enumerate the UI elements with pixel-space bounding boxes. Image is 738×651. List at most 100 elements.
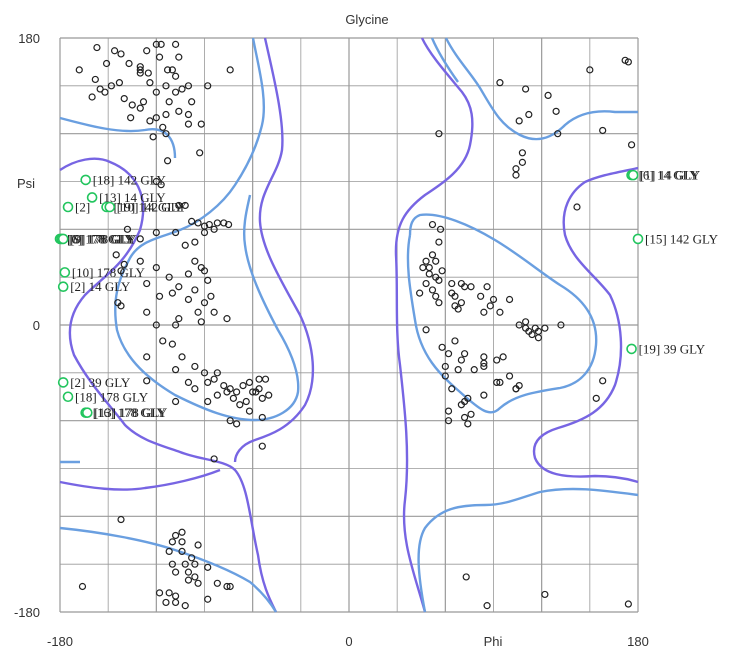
data-point: [416, 289, 424, 297]
data-point: [110, 47, 119, 55]
data-point: [107, 82, 115, 90]
data-point: [213, 219, 221, 227]
data-point: [464, 420, 472, 428]
data-point: [233, 388, 241, 396]
data-point: [152, 321, 160, 329]
contour-lines: [59, 37, 639, 613]
data-point: [213, 369, 221, 377]
data-point: [136, 66, 144, 74]
data-point: [496, 378, 504, 386]
data-point: [435, 276, 443, 284]
data-point: [117, 515, 125, 524]
data-point: [522, 85, 530, 93]
data-point: [139, 98, 148, 106]
outlier-label: [10] 178 GLY: [72, 265, 146, 280]
data-point: [191, 257, 199, 265]
data-point: [425, 270, 433, 278]
data-point: [210, 308, 218, 316]
data-point: [223, 388, 231, 396]
data-point: [117, 302, 125, 310]
y-tick-label: 180: [18, 31, 40, 46]
data-point: [188, 217, 196, 225]
data-point: [75, 66, 83, 74]
data-point: [152, 114, 160, 122]
data-point: [184, 576, 193, 584]
outlier-point: [57, 233, 69, 245]
data-point: [245, 407, 254, 415]
data-point: [172, 88, 180, 96]
outlier-point: [86, 192, 98, 203]
data-point: [117, 50, 125, 58]
data-point: [172, 321, 180, 329]
data-point: [93, 43, 101, 52]
data-point: [467, 410, 475, 418]
data-point: [544, 91, 552, 100]
data-point: [422, 257, 430, 265]
data-point: [552, 107, 560, 115]
data-point: [172, 72, 180, 80]
data-point: [245, 378, 254, 386]
data-point: [586, 66, 594, 74]
data-point: [200, 299, 209, 307]
data-point: [624, 58, 632, 66]
data-point: [428, 286, 437, 294]
data-point: [91, 75, 99, 84]
data-point: [152, 40, 160, 48]
outlier-label: [18] 142 GLY: [93, 172, 167, 187]
data-point: [428, 251, 437, 259]
data-point: [136, 235, 144, 243]
data-point: [159, 123, 167, 131]
data-point: [483, 283, 491, 291]
data-point: [184, 568, 193, 576]
x-tick-label: -180: [47, 634, 73, 649]
favored-contour: [59, 116, 177, 159]
data-point: [515, 321, 523, 329]
outlier-point: [80, 174, 91, 186]
data-point: [196, 149, 204, 157]
favored-contour: [444, 37, 638, 141]
data-point: [175, 107, 183, 115]
data-point: [249, 388, 257, 396]
data-point: [172, 366, 180, 374]
data-point: [422, 279, 430, 288]
data-point: [165, 98, 173, 106]
data-point: [168, 289, 176, 297]
data-point: [435, 130, 443, 138]
data-point: [165, 273, 173, 281]
data-point: [461, 350, 469, 358]
data-point: [210, 225, 218, 233]
data-point: [451, 337, 459, 345]
data-point: [172, 40, 180, 48]
data-point: [448, 279, 456, 288]
x-tick-label: 0: [345, 634, 352, 649]
data-point: [78, 582, 87, 591]
data-point: [236, 401, 244, 409]
data-points: [75, 40, 636, 610]
y-tick-label: -180: [14, 605, 40, 620]
data-point: [191, 286, 199, 294]
data-point: [125, 59, 133, 68]
data-point: [184, 110, 193, 119]
data-point: [120, 94, 128, 103]
data-point: [239, 381, 247, 390]
data-point: [213, 391, 221, 399]
data-point: [178, 353, 186, 361]
data-point: [157, 181, 165, 189]
data-point: [112, 251, 120, 259]
data-point: [191, 238, 199, 246]
data-point: [162, 598, 170, 607]
data-point: [525, 110, 533, 119]
data-point: [457, 299, 465, 307]
outlier-point: [104, 201, 116, 213]
allowed-contour: [59, 468, 221, 491]
data-point: [181, 201, 189, 210]
data-point: [152, 228, 160, 237]
data-point: [557, 321, 565, 329]
chart-title: Glycine: [345, 12, 388, 27]
data-point: [464, 394, 472, 402]
y-axis-label: Psi: [17, 176, 35, 191]
data-point: [168, 560, 176, 568]
data-point: [220, 381, 228, 390]
data-point: [554, 130, 562, 138]
data-point: [210, 455, 218, 463]
